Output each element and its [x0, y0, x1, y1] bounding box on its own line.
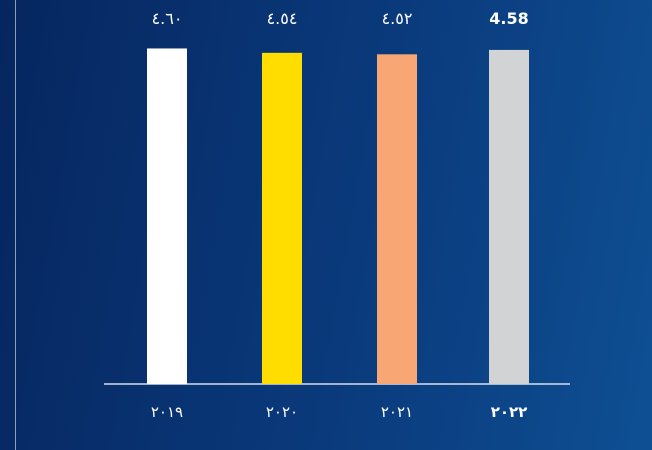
data-label-0: ٤.٦٠	[152, 9, 183, 28]
left-divider-line	[15, 0, 16, 450]
x-tick-label-3: ٢٠٢٢	[491, 403, 528, 421]
x-tick-label-1: ٢٠٢٠	[266, 403, 298, 421]
x-tick-label-2: ٢٠٢١	[381, 403, 413, 421]
data-label-2: ٤.٥٢	[382, 9, 413, 28]
data-label-3: 4.58	[489, 9, 528, 28]
bar-0	[147, 48, 187, 385]
bar-3	[489, 49, 529, 384]
data-label-1: ٤.٥٤	[267, 9, 298, 28]
x-tick-label-0: ٢٠١٩	[151, 403, 183, 421]
bar-2	[377, 54, 417, 384]
bar-1	[262, 52, 302, 384]
